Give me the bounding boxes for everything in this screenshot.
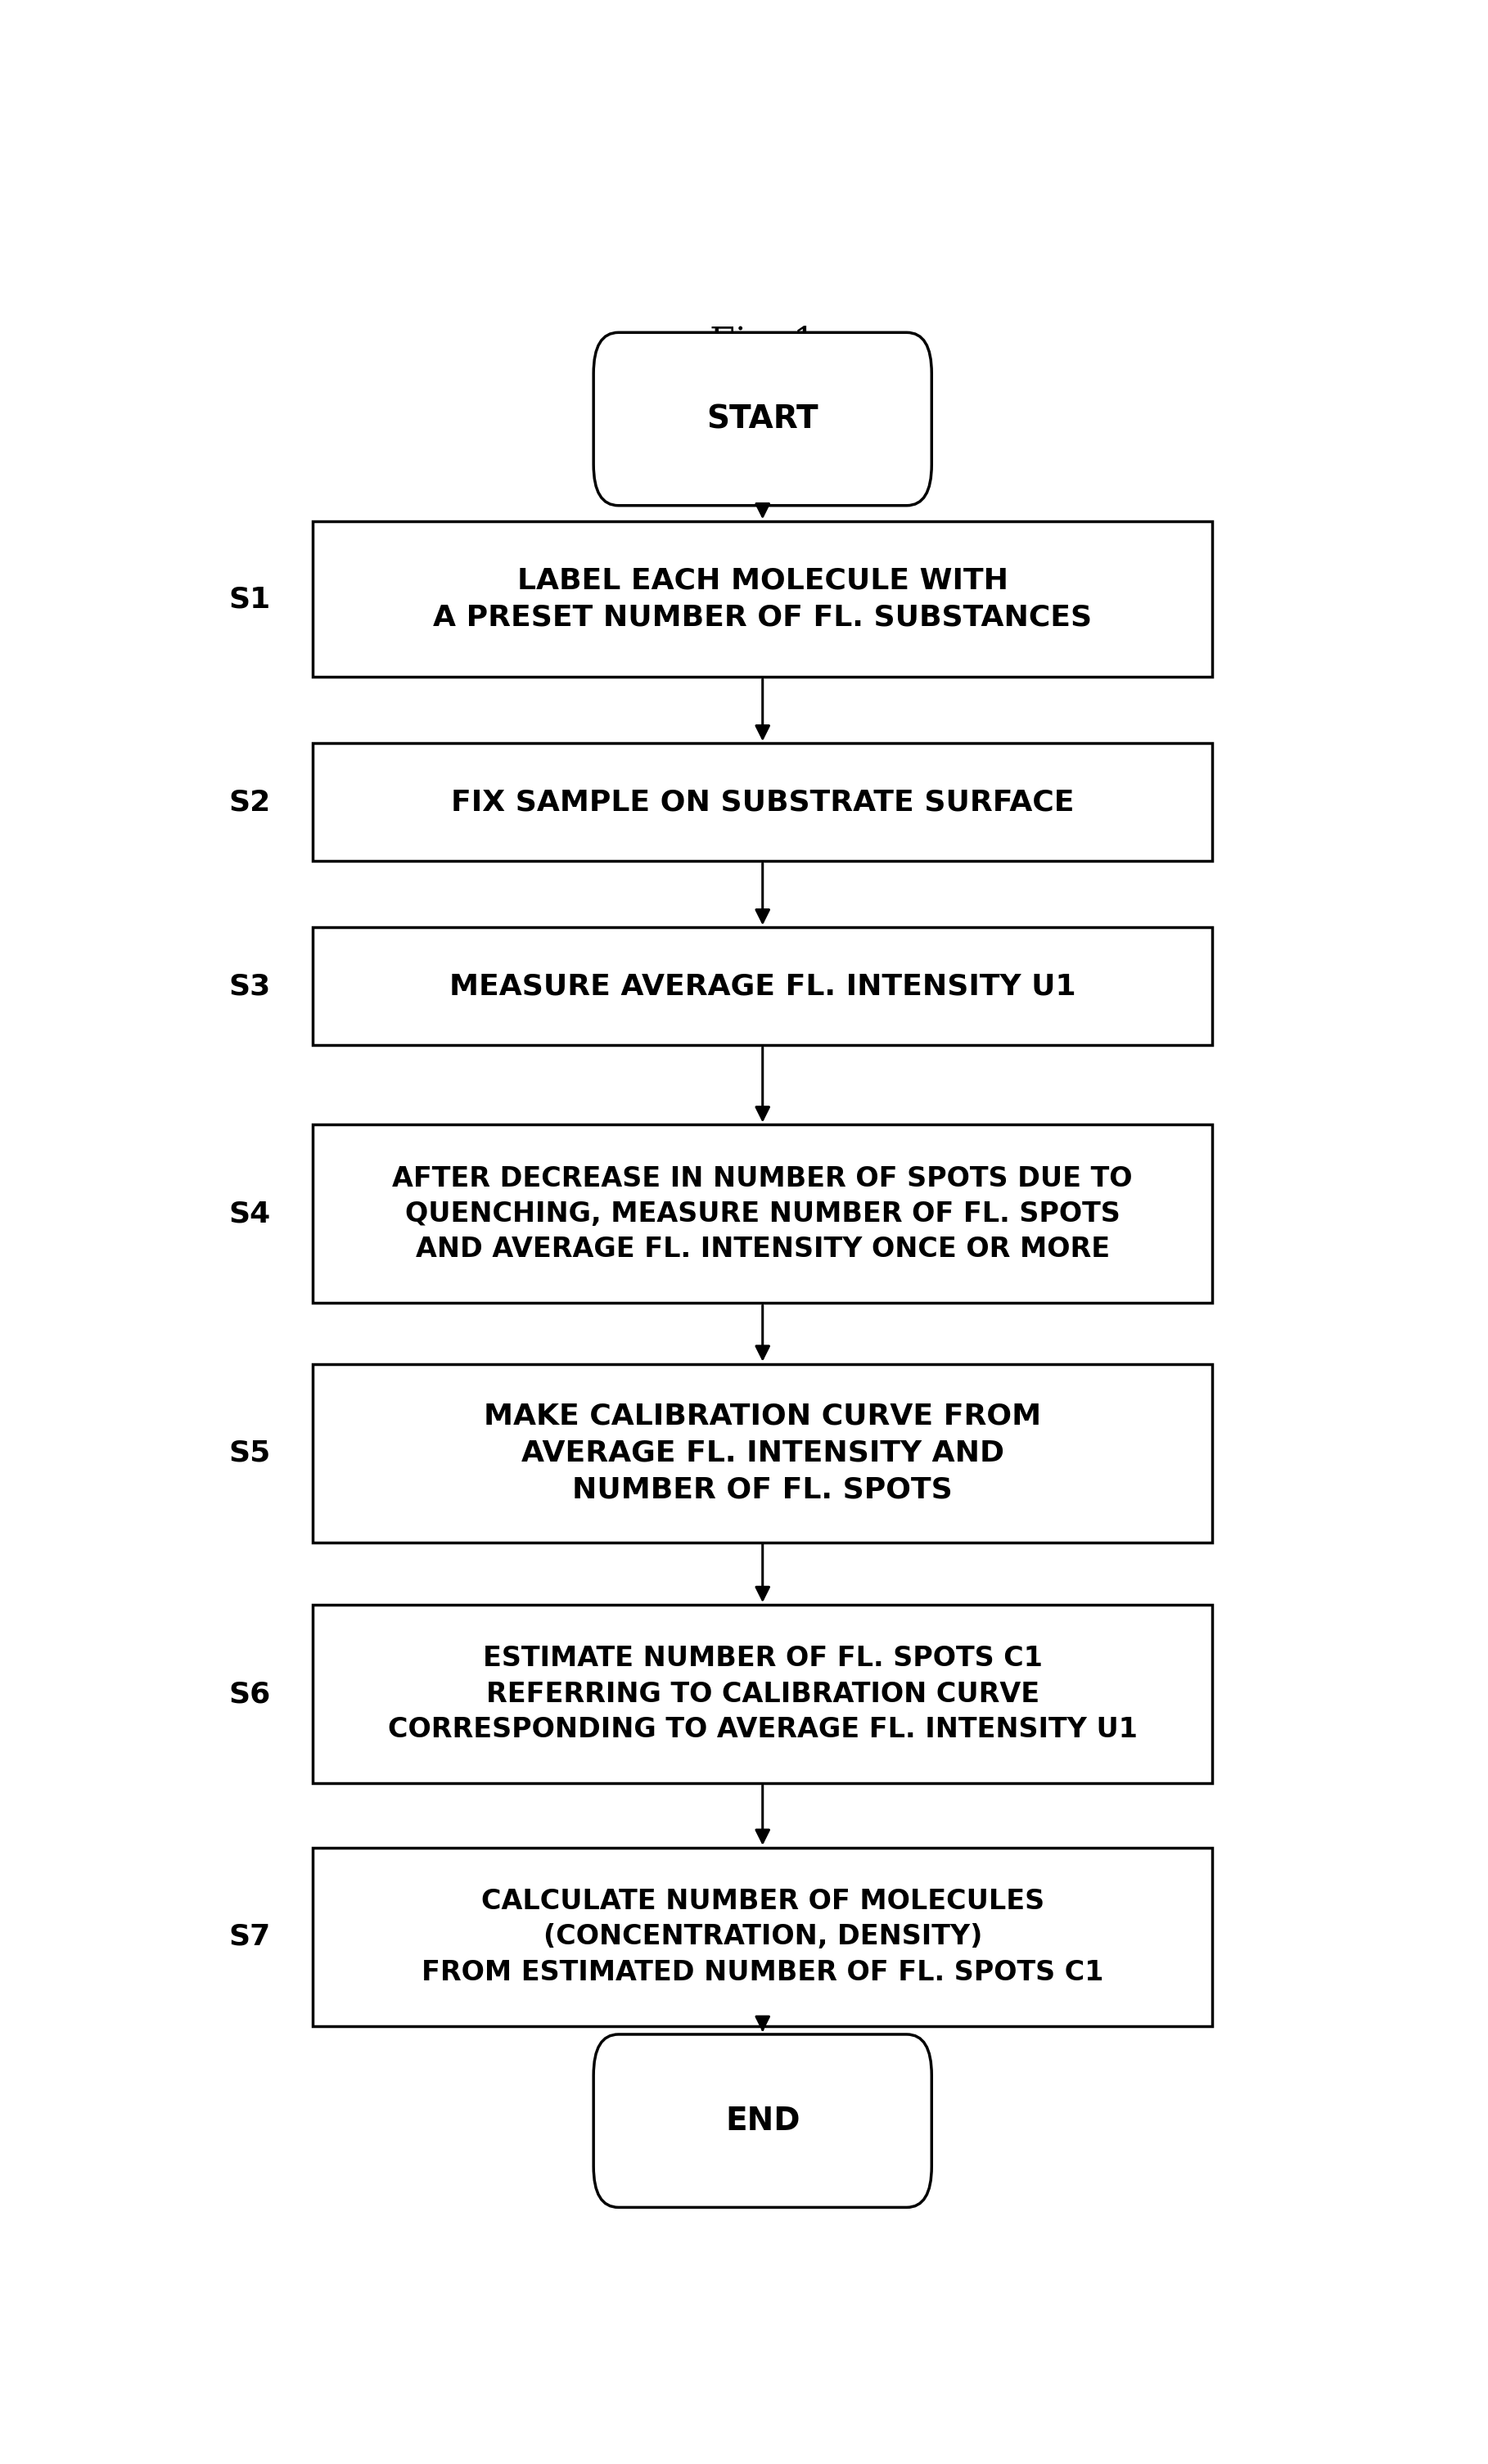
FancyBboxPatch shape <box>312 1604 1213 1784</box>
Text: MAKE CALIBRATION CURVE FROM
AVERAGE FL. INTENSITY AND
NUMBER OF FL. SPOTS: MAKE CALIBRATION CURVE FROM AVERAGE FL. … <box>484 1402 1042 1503</box>
FancyBboxPatch shape <box>594 2035 931 2208</box>
FancyBboxPatch shape <box>312 1124 1213 1303</box>
Text: MEASURE AVERAGE FL. INTENSITY U1: MEASURE AVERAGE FL. INTENSITY U1 <box>449 973 1076 1000</box>
Text: START: START <box>707 404 818 434</box>
FancyBboxPatch shape <box>312 744 1213 860</box>
FancyBboxPatch shape <box>312 1848 1213 2025</box>
Text: S7: S7 <box>229 1922 271 1951</box>
Text: AFTER DECREASE IN NUMBER OF SPOTS DUE TO
QUENCHING, MEASURE NUMBER OF FL. SPOTS
: AFTER DECREASE IN NUMBER OF SPOTS DUE TO… <box>393 1165 1132 1264</box>
Text: S4: S4 <box>229 1200 271 1227</box>
Text: S5: S5 <box>229 1439 271 1466</box>
FancyBboxPatch shape <box>594 333 931 505</box>
Text: S6: S6 <box>229 1680 271 1708</box>
Text: S1: S1 <box>229 586 271 614</box>
Text: FIX SAMPLE ON SUBSTRATE SURFACE: FIX SAMPLE ON SUBSTRATE SURFACE <box>451 788 1074 816</box>
FancyBboxPatch shape <box>312 926 1213 1045</box>
Text: Fig. 1: Fig. 1 <box>710 325 815 360</box>
Text: S2: S2 <box>229 788 271 816</box>
Text: LABEL EACH MOLECULE WITH
A PRESET NUMBER OF FL. SUBSTANCES: LABEL EACH MOLECULE WITH A PRESET NUMBER… <box>433 567 1092 631</box>
FancyBboxPatch shape <box>312 522 1213 678</box>
FancyBboxPatch shape <box>312 1365 1213 1542</box>
Text: ESTIMATE NUMBER OF FL. SPOTS C1
REFERRING TO CALIBRATION CURVE
CORRESPONDING TO : ESTIMATE NUMBER OF FL. SPOTS C1 REFERRIN… <box>388 1646 1137 1742</box>
Text: END: END <box>725 2104 801 2136</box>
Text: S3: S3 <box>229 973 271 1000</box>
Text: CALCULATE NUMBER OF MOLECULES
(CONCENTRATION, DENSITY)
FROM ESTIMATED NUMBER OF : CALCULATE NUMBER OF MOLECULES (CONCENTRA… <box>421 1887 1104 1986</box>
